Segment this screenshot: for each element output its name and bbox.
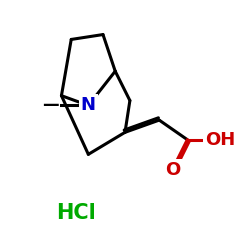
Text: OH: OH (205, 131, 236, 149)
Text: O: O (165, 161, 180, 179)
Text: —: — (42, 96, 59, 114)
Text: N: N (81, 96, 96, 114)
Text: HCl: HCl (56, 203, 96, 223)
